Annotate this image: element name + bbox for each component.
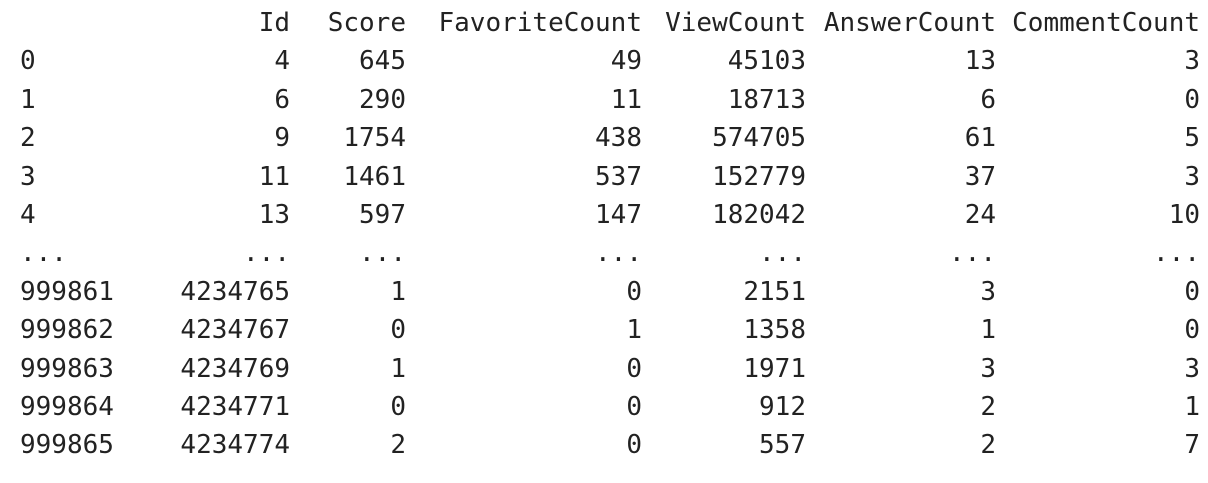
row-index: 999864 — [20, 392, 114, 423]
cell-answer-count: 3 — [980, 276, 996, 307]
column-header-favorite-count: FavoriteCount — [438, 8, 643, 38]
cell-score: 1 — [390, 276, 406, 307]
cell-id: 4234767 — [180, 315, 290, 346]
cell-answer-count: 61 — [964, 123, 996, 154]
cell-comment-count: 0 — [1184, 84, 1200, 115]
cell-id: 4234771 — [180, 392, 290, 423]
row-index: 4 — [20, 200, 36, 231]
row-index: 3 — [20, 161, 36, 192]
table-row: 999864 4234771 0 0 912 2 1 — [20, 388, 1200, 426]
table-row: 999863 4234769 1 0 1971 3 3 — [20, 350, 1200, 388]
table-row: 3 11 1461 537 152779 37 3 — [20, 158, 1200, 196]
cell-comment-count: 3 — [1184, 353, 1200, 384]
column-header-comment-count: CommentCount — [1012, 8, 1200, 38]
cell-id: 6 — [274, 84, 290, 115]
cell-answer-count: 2 — [980, 430, 996, 461]
cell-view-count: 18713 — [727, 84, 806, 115]
cell-id: 9 — [274, 123, 290, 154]
row-index: 1 — [20, 84, 36, 115]
ellipsis-row: ..................... — [20, 234, 1200, 272]
table-row: 0 4 645 49 45103 13 3 — [20, 42, 1200, 80]
row-index: 999862 — [20, 315, 114, 346]
cell-view-count: 1971 — [743, 353, 806, 384]
cell-answer-count: ... — [949, 238, 996, 269]
cell-favorite-count: 1 — [626, 315, 642, 346]
table-row: 4 13 597 147 182042 24 10 — [20, 196, 1200, 234]
table-row: 999865 4234774 2 0 557 2 7 — [20, 426, 1200, 464]
row-index: 999861 — [20, 276, 114, 307]
cell-favorite-count: 11 — [610, 84, 642, 115]
cell-score: 597 — [359, 200, 406, 231]
cell-favorite-count: ... — [595, 238, 642, 269]
row-index: 0 — [20, 46, 36, 77]
cell-comment-count: 0 — [1184, 276, 1200, 307]
cell-id: 4 — [274, 46, 290, 77]
cell-view-count: 2151 — [743, 276, 806, 307]
cell-score: 2 — [390, 430, 406, 461]
cell-score: 1461 — [343, 161, 406, 192]
column-header-id: Id — [258, 8, 290, 38]
cell-comment-count: 0 — [1184, 315, 1200, 346]
cell-id: 4234769 — [180, 353, 290, 384]
cell-comment-count: 10 — [1168, 200, 1200, 231]
row-index: 2 — [20, 123, 36, 154]
cell-view-count: 1358 — [743, 315, 806, 346]
cell-view-count: 45103 — [727, 46, 806, 77]
cell-id: 4234765 — [180, 276, 290, 307]
cell-answer-count: 3 — [980, 353, 996, 384]
row-index: 999863 — [20, 353, 114, 384]
cell-view-count: 557 — [759, 430, 806, 461]
dataframe-table: Id Score FavoriteCount ViewCount AnswerC… — [20, 4, 1200, 465]
cell-favorite-count: 0 — [626, 353, 642, 384]
cell-view-count: 182042 — [712, 200, 806, 231]
cell-comment-count: 7 — [1184, 430, 1200, 461]
cell-score: 1754 — [343, 123, 406, 154]
cell-id: 11 — [258, 161, 290, 192]
cell-id: 13 — [258, 200, 290, 231]
cell-score: 645 — [359, 46, 406, 77]
cell-comment-count: 1 — [1184, 392, 1200, 423]
cell-favorite-count: 0 — [626, 276, 642, 307]
index-header — [20, 4, 146, 42]
cell-answer-count: 6 — [980, 84, 996, 115]
column-header-view-count: ViewCount — [665, 8, 806, 38]
row-index: ... — [20, 238, 67, 269]
cell-favorite-count: 537 — [595, 161, 642, 192]
cell-favorite-count: 0 — [626, 392, 642, 423]
cell-comment-count: 5 — [1184, 123, 1200, 154]
cell-view-count: 574705 — [712, 123, 806, 154]
column-header-answer-count: AnswerCount — [823, 8, 996, 38]
cell-view-count: ... — [759, 238, 806, 269]
cell-comment-count: ... — [1153, 238, 1200, 269]
cell-favorite-count: 49 — [610, 46, 642, 77]
cell-answer-count: 24 — [964, 200, 996, 231]
cell-view-count: 912 — [759, 392, 806, 423]
table-row: 999862 4234767 0 1 1358 1 0 — [20, 311, 1200, 349]
cell-answer-count: 37 — [964, 161, 996, 192]
cell-favorite-count: 147 — [595, 200, 642, 231]
table-body: 0 4 645 49 45103 13 3 1 6 290 11 18713 6 0 2 9 1754 438 57… — [20, 42, 1200, 464]
header-row: Id Score FavoriteCount ViewCount AnswerC… — [20, 4, 1200, 42]
cell-answer-count: 2 — [980, 392, 996, 423]
table-row: 1 6 290 11 18713 6 0 — [20, 81, 1200, 119]
cell-answer-count: 13 — [964, 46, 996, 77]
cell-score: ... — [359, 238, 406, 269]
table-row: 999861 4234765 1 0 2151 3 0 — [20, 273, 1200, 311]
cell-answer-count: 1 — [980, 315, 996, 346]
cell-score: 0 — [390, 315, 406, 346]
cell-comment-count: 3 — [1184, 46, 1200, 77]
column-header-score: Score — [327, 8, 406, 38]
cell-view-count: 152779 — [712, 161, 806, 192]
table-row: 2 9 1754 438 574705 61 5 — [20, 119, 1200, 157]
cell-id: 4234774 — [180, 430, 290, 461]
cell-favorite-count: 0 — [626, 430, 642, 461]
cell-score: 1 — [390, 353, 406, 384]
cell-score: 290 — [359, 84, 406, 115]
cell-score: 0 — [390, 392, 406, 423]
cell-favorite-count: 438 — [595, 123, 642, 154]
cell-id: ... — [243, 238, 290, 269]
cell-comment-count: 3 — [1184, 161, 1200, 192]
row-index: 999865 — [20, 430, 114, 461]
